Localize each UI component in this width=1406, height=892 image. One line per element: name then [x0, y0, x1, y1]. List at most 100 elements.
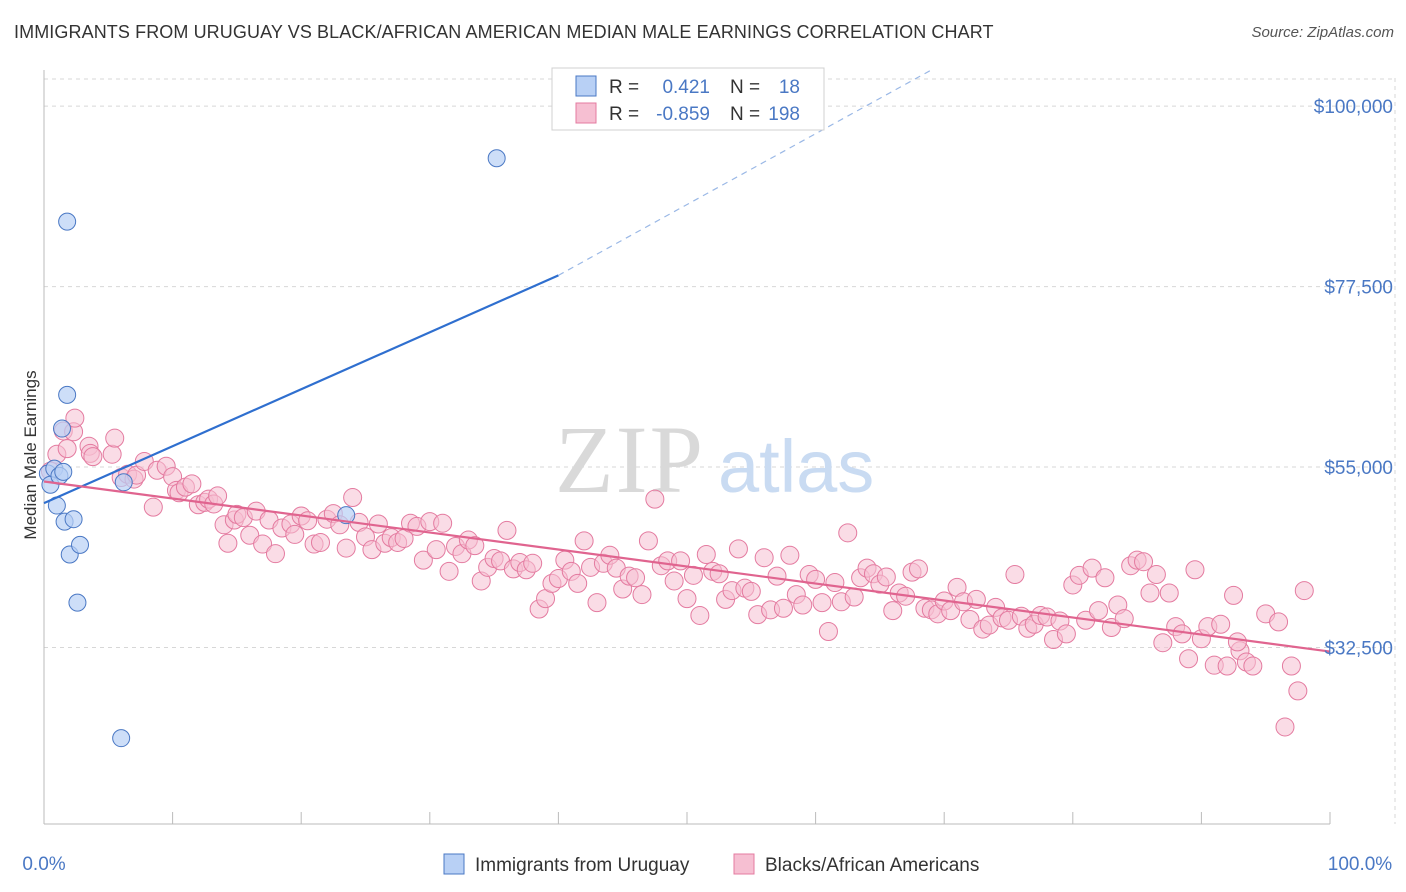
point-black-african-american [285, 524, 305, 544]
series-legend-label-black: Blacks/African Americans [765, 855, 979, 876]
point-black-african-american [1089, 601, 1109, 621]
point-black-african-american [1294, 581, 1314, 601]
trendline-uruguay-extension [558, 69, 932, 276]
legend-n-label-2: N = [730, 104, 760, 125]
point-black-african-american [1179, 649, 1199, 669]
point-black-african-american [426, 540, 446, 560]
point-black-african-american [568, 573, 588, 593]
point-black-african-american [1227, 632, 1247, 652]
watermark: ZIP atlas [555, 406, 874, 513]
y-tick-label: $100,000 [1314, 97, 1393, 118]
legend-r-value-1: 0.421 [662, 77, 710, 98]
tick-label-layer: $32,500 $55,000 $77,500 $100,000 0.0% 100.0% [22, 97, 1393, 875]
point-black-african-american [793, 595, 813, 615]
point-black-african-american [825, 573, 845, 593]
point-black-african-american [812, 593, 832, 613]
point-black-african-american [336, 538, 356, 558]
point-uruguay [114, 473, 133, 492]
point-black-african-american [218, 533, 238, 553]
point-black-african-american [1153, 633, 1173, 653]
legend-n-label-1: N = [730, 77, 760, 98]
point-black-african-american [1281, 656, 1301, 676]
point-black-african-american [310, 532, 330, 552]
point-black-african-american [883, 601, 903, 621]
point-black-african-american [182, 474, 202, 494]
point-black-african-american [1269, 612, 1289, 632]
point-uruguay [71, 535, 90, 554]
point-black-african-american [638, 531, 658, 551]
point-uruguay [54, 462, 73, 481]
trendline-uruguay [43, 274, 559, 505]
watermark-atlas: atlas [718, 425, 874, 508]
point-black-african-american [754, 548, 774, 568]
trend-layer [43, 69, 1331, 653]
point-black-african-american [523, 553, 543, 573]
point-black-african-american [1134, 552, 1154, 572]
points-layer [38, 149, 1314, 748]
point-black-african-american [1185, 560, 1205, 580]
stats-legend: R = 0.421 N = 18 R = -0.859 N = 198 [551, 67, 825, 131]
series-legend: Immigrants from Uruguay Blacks/African A… [443, 853, 979, 876]
point-black-african-american [574, 531, 594, 551]
point-black-african-american [1224, 585, 1244, 605]
point-black-african-american [818, 621, 838, 641]
point-uruguay [487, 149, 506, 168]
point-black-african-american [709, 564, 729, 584]
axis-layer [43, 70, 1331, 825]
point-black-african-american [65, 408, 85, 428]
point-black-african-american [253, 534, 273, 554]
point-black-african-american [439, 561, 459, 581]
point-uruguay [337, 506, 356, 525]
point-black-african-american [728, 539, 748, 559]
point-black-african-american [105, 428, 125, 448]
source-credit: Source: ZipAtlas.com [1251, 24, 1394, 41]
point-uruguay [112, 729, 131, 748]
point-black-african-american [696, 544, 716, 564]
point-black-african-american [1275, 717, 1295, 737]
point-black-african-american [632, 585, 652, 605]
y-tick-label: $32,500 [1324, 639, 1393, 660]
point-black-african-american [677, 589, 697, 609]
point-black-african-american [1243, 656, 1263, 676]
point-black-african-american [1288, 681, 1308, 701]
point-black-african-american [780, 545, 800, 565]
point-black-african-american [844, 587, 864, 607]
point-black-african-american [960, 609, 980, 629]
point-black-african-american [1082, 558, 1102, 578]
chart-title: IMMIGRANTS FROM URUGUAY VS BLACK/AFRICAN… [14, 22, 994, 42]
point-black-african-american [1056, 624, 1076, 644]
point-uruguay [64, 510, 83, 529]
legend-n-value-1: 18 [779, 77, 800, 98]
point-black-african-american [908, 559, 928, 579]
point-black-african-american [497, 520, 517, 540]
point-black-african-american [767, 566, 787, 586]
point-black-african-american [626, 568, 646, 588]
point-black-african-american [806, 569, 826, 589]
point-black-african-american [343, 488, 363, 508]
point-black-african-american [433, 513, 453, 533]
legend-n-value-2: 198 [768, 104, 800, 125]
point-black-african-american [741, 581, 761, 601]
x-tick-label-max: 100.0% [1328, 854, 1393, 875]
stats-legend-box [551, 67, 825, 131]
point-black-african-american [587, 593, 607, 613]
point-black-african-american [208, 486, 228, 506]
point-black-african-american [1159, 583, 1179, 603]
point-black-african-american [838, 523, 858, 543]
series-legend-swatch-uruguay [443, 853, 465, 875]
point-black-african-american [1140, 583, 1160, 603]
y-axis-title: Median Male Earnings [21, 370, 40, 539]
point-black-african-american [645, 489, 665, 509]
y-tick-label: $55,000 [1324, 458, 1393, 479]
series-legend-label-uruguay: Immigrants from Uruguay [475, 855, 690, 876]
legend-swatch-black [575, 102, 597, 124]
x-tick-label-min: 0.0% [22, 854, 65, 875]
point-black-african-american [1095, 568, 1115, 588]
legend-r-label-2: R = [609, 104, 639, 125]
watermark-zip: ZIP [555, 406, 705, 513]
point-black-african-american [413, 550, 433, 570]
point-uruguay [58, 212, 77, 231]
point-uruguay [53, 419, 72, 438]
point-black-african-american [1005, 565, 1025, 585]
